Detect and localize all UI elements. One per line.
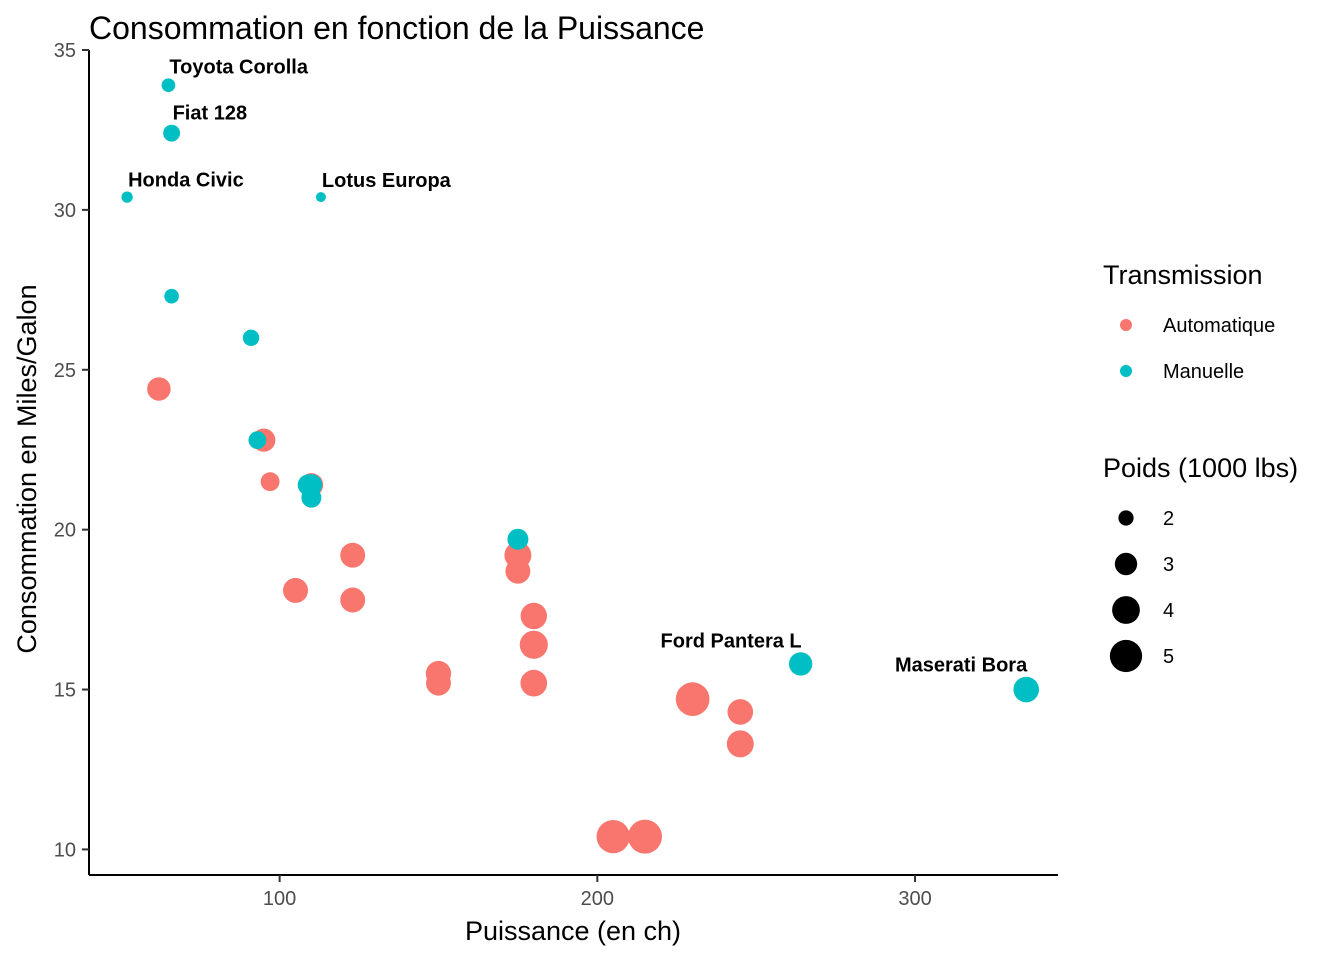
x-tick-label: 300 [898, 888, 931, 910]
data-point [163, 124, 181, 142]
series-automatique [147, 377, 754, 854]
data-point [161, 78, 176, 93]
y-tick-label: 10 [54, 839, 76, 861]
data-point [426, 670, 451, 696]
legend-transmission: Transmission Automatique Manuelle [1103, 260, 1275, 383]
legend-size-label: 2 [1163, 508, 1174, 530]
data-point [727, 699, 754, 725]
legend-size-label: 5 [1163, 646, 1174, 668]
data-point [519, 630, 548, 659]
y-tick-label: 35 [54, 40, 76, 62]
chart-title: Consommation en fonction de la Puissance [89, 10, 704, 46]
y-tick-label: 30 [54, 200, 76, 222]
data-point [297, 474, 319, 496]
series-manuelle [121, 78, 1040, 703]
point-label: Maserati Bora [895, 655, 1028, 677]
y-tick-label: 25 [54, 360, 76, 382]
data-point [507, 528, 529, 550]
point-label: Honda Civic [128, 169, 244, 191]
legend-transmission-title: Transmission [1103, 260, 1263, 290]
legend-size-key [1118, 510, 1134, 526]
data-point [596, 819, 630, 854]
y-tick-label: 15 [54, 680, 76, 702]
point-label: Ford Pantera L [661, 630, 802, 652]
data-point [242, 329, 260, 346]
data-point [315, 192, 326, 203]
point-label: Fiat 128 [173, 103, 247, 125]
legend-size-label: 4 [1163, 600, 1174, 622]
data-point [340, 587, 366, 613]
data-point [121, 191, 133, 203]
data-point [788, 652, 813, 676]
point-label: Lotus Europa [322, 170, 452, 192]
x-axis-title: Puissance (en ch) [465, 916, 681, 946]
data-point [260, 472, 280, 492]
point-label: Toyota Corolla [169, 56, 308, 78]
x-tick-label: 200 [581, 888, 614, 910]
data-point [283, 577, 309, 603]
data-point [248, 431, 267, 450]
x-tick-label: 100 [263, 888, 296, 910]
y-axis: 10 15 20 25 30 35 [54, 40, 90, 875]
data-point [504, 541, 532, 569]
data-point [627, 819, 662, 854]
legend-poids-title: Poids (1000 lbs) [1103, 453, 1298, 483]
legend-key-automatique [1120, 319, 1132, 331]
plot-area: Fiat 128 Honda Civic Toyota Corolla Lotus E… [121, 56, 1040, 854]
y-tick-label: 20 [54, 520, 76, 542]
legend-size-key [1109, 639, 1143, 673]
data-point [675, 682, 710, 716]
legend-size-label: 3 [1163, 554, 1174, 576]
y-axis-title: Consommation en Miles/Galon [12, 284, 42, 653]
data-point [1013, 676, 1040, 703]
data-point [164, 288, 179, 304]
legend-key-manuelle [1120, 365, 1132, 377]
data-point [726, 730, 754, 758]
data-point [147, 377, 171, 401]
legend-label-manuelle: Manuelle [1163, 361, 1244, 383]
x-axis: 100 200 300 [89, 874, 1058, 910]
data-point [520, 602, 548, 630]
legend-poids: Poids (1000 lbs) 2 3 4 5 [1103, 453, 1298, 673]
legend-size-key [1114, 552, 1138, 576]
legend-label-automatique: Automatique [1163, 315, 1275, 337]
data-point [340, 542, 366, 568]
data-point [520, 669, 548, 697]
legend-size-key [1112, 596, 1140, 624]
